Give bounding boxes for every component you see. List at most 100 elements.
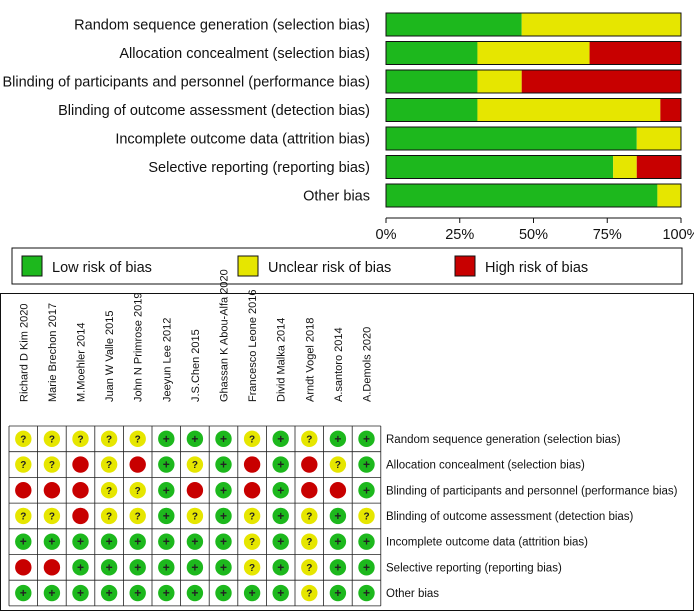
cell-high-r2-c2 <box>72 482 89 499</box>
cell-circle-r6-c5 <box>158 584 175 602</box>
cell-low-r3-c9: + <box>272 507 289 525</box>
cell-high-r1-c10 <box>301 456 318 473</box>
cell-circle-r0-c5 <box>158 430 175 448</box>
cell-symbol-r0-c4: ? <box>135 434 141 445</box>
cell-symbol-r6-c9: + <box>277 586 284 600</box>
cell-circle-r6-c9 <box>272 584 289 602</box>
cell-unclear-r3-c8: ? <box>243 507 261 525</box>
cell-symbol-r0-c6: + <box>191 432 198 446</box>
cell-circle-r0-c3 <box>100 430 118 448</box>
cell-circle-r6-c4 <box>129 584 146 602</box>
cell-circle-r2-c6 <box>186 482 204 499</box>
cell-symbol-r3-c8: ? <box>249 511 255 522</box>
cell-symbol-r3-c1: ? <box>49 511 55 522</box>
domain-label-1: Allocation concealment (selection bias) <box>119 46 370 62</box>
cell-unclear-r1-c6: ? <box>186 456 204 473</box>
cell-unclear-r2-c3: ? <box>100 482 118 499</box>
cell-circle-r6-c11 <box>329 584 347 602</box>
cell-low-r2-c9: + <box>272 482 289 499</box>
cell-circle-r2-c8 <box>243 482 261 499</box>
cell-circle-r2-c5 <box>158 482 175 499</box>
cell-symbol-r3-c11: + <box>334 509 341 523</box>
bar-outline-1 <box>385 41 682 65</box>
cell-symbol-r4-c10: ? <box>306 537 312 548</box>
cell-circle-r1-c10 <box>301 456 318 473</box>
cell-circle-r5-c9 <box>272 559 289 576</box>
bar-low-0 <box>386 13 522 36</box>
cell-symbol-r4-c2: + <box>77 535 84 549</box>
cell-low-r6-c5: + <box>158 584 175 602</box>
cell-symbol-r4-c7: + <box>220 535 227 549</box>
cell-symbol-r1-c7: + <box>220 458 227 472</box>
cell-circle-r3-c0 <box>15 507 32 525</box>
cell-symbol-r3-c0: ? <box>20 511 26 522</box>
cell-symbol-r0-c2: ? <box>77 434 83 445</box>
cell-low-r4-c11: + <box>329 533 347 550</box>
cell-low-r6-c4: + <box>129 584 146 602</box>
cell-symbol-r0-c11: + <box>334 432 341 446</box>
cell-unclear-r0-c3: ? <box>100 430 118 448</box>
cell-symbol-r0-c1: ? <box>49 434 55 445</box>
cell-circle-r3-c7 <box>215 507 232 525</box>
study-header-11: A.santoro 2014 <box>333 327 345 402</box>
cell-low-r0-c11: + <box>329 430 347 448</box>
cell-unclear-r6-c10: ? <box>301 584 318 602</box>
cell-circle-r1-c4 <box>129 456 146 473</box>
legend-box <box>11 247 683 285</box>
cell-symbol-r4-c5: + <box>163 535 170 549</box>
study-header-5: Jeeyun Lee 2012 <box>161 318 173 402</box>
study-header-8: Francesco Leone 2016 <box>247 289 259 402</box>
bar-unclear-2 <box>477 70 522 93</box>
cell-low-r6-c8: + <box>243 584 261 602</box>
cell-circle-r4-c3 <box>100 533 118 550</box>
cell-symbol-r1-c12: + <box>363 458 370 472</box>
bar-low-3 <box>386 98 478 122</box>
cell-low-r0-c7: + <box>215 430 232 448</box>
cell-circle-r0-c11 <box>329 430 347 448</box>
cell-unclear-r0-c1: ? <box>43 430 61 448</box>
cell-unclear-r5-c8: ? <box>243 559 261 576</box>
cell-circle-r4-c7 <box>215 533 232 550</box>
summary-row-label-5: Selective reporting (reporting bias) <box>386 562 562 574</box>
cell-symbol-r6-c3: + <box>106 586 113 600</box>
cell-low-r5-c2: + <box>72 559 89 576</box>
cell-circle-r6-c2 <box>72 584 89 602</box>
cell-symbol-r5-c4: + <box>134 560 141 574</box>
cell-circle-r1-c6 <box>186 456 204 473</box>
cell-circle-r0-c1 <box>43 430 61 448</box>
cell-low-r6-c12: + <box>358 584 375 602</box>
cell-symbol-r3-c6: ? <box>192 511 198 522</box>
cell-circle-r0-c0 <box>15 430 32 448</box>
cell-symbol-r1-c0: ? <box>20 460 26 471</box>
cell-circle-r6-c1 <box>43 584 61 602</box>
cell-low-r4-c3: + <box>100 533 118 550</box>
bar-low-5 <box>386 155 614 179</box>
cell-circle-r4-c4 <box>129 533 146 550</box>
cell-circle-r1-c2 <box>72 456 89 473</box>
cell-symbol-r6-c12: + <box>363 586 370 600</box>
cell-symbol-r6-c6: + <box>191 586 198 600</box>
cell-circle-r6-c3 <box>100 584 118 602</box>
cell-unclear-r2-c4: ? <box>129 482 146 499</box>
legend-swatch-high <box>454 255 476 277</box>
x-tick-label-2: 50% <box>519 227 548 243</box>
cell-symbol-r3-c5: + <box>163 509 170 523</box>
cell-low-r6-c11: + <box>329 584 347 602</box>
cell-circle-r2-c3 <box>100 482 118 499</box>
cell-symbol-r5-c2: + <box>77 560 84 574</box>
cell-circle-r3-c1 <box>43 507 61 525</box>
cell-unclear-r0-c0: ? <box>15 430 32 448</box>
cell-high-r1-c2 <box>72 456 89 473</box>
bar-outline-0 <box>385 12 682 37</box>
cell-symbol-r3-c12: ? <box>363 511 369 522</box>
cell-low-r4-c5: + <box>158 533 175 550</box>
cell-symbol-r4-c8: ? <box>249 537 255 548</box>
cell-circle-r5-c8 <box>243 559 261 576</box>
cell-circle-r5-c2 <box>72 559 89 576</box>
cell-low-r2-c5: + <box>158 482 175 499</box>
bar-high-2 <box>521 70 681 93</box>
cell-unclear-r1-c11: ? <box>329 456 347 473</box>
domain-label-2: Blinding of participants and personnel (… <box>2 75 370 91</box>
cell-unclear-r3-c3: ? <box>100 507 118 525</box>
